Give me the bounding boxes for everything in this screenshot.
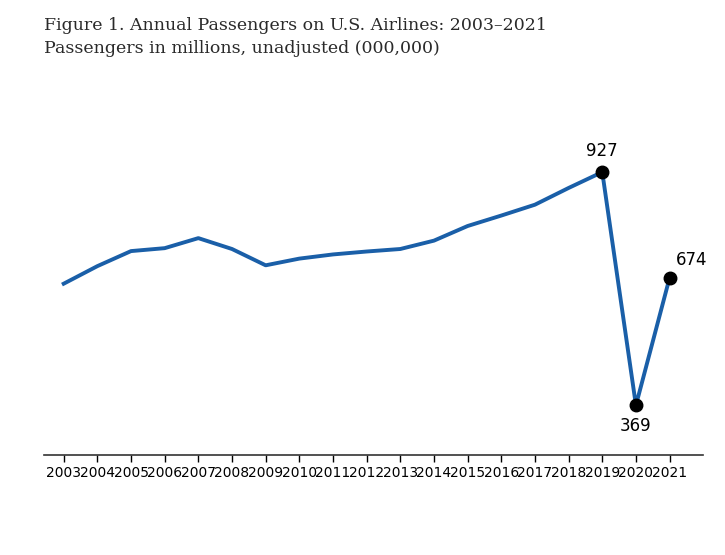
Text: 674: 674 (676, 251, 707, 269)
Text: Figure 1. Annual Passengers on U.S. Airlines: 2003–2021
Passengers in millions, : Figure 1. Annual Passengers on U.S. Airl… (44, 17, 547, 57)
Text: 927: 927 (587, 143, 618, 160)
Text: 369: 369 (620, 417, 652, 435)
